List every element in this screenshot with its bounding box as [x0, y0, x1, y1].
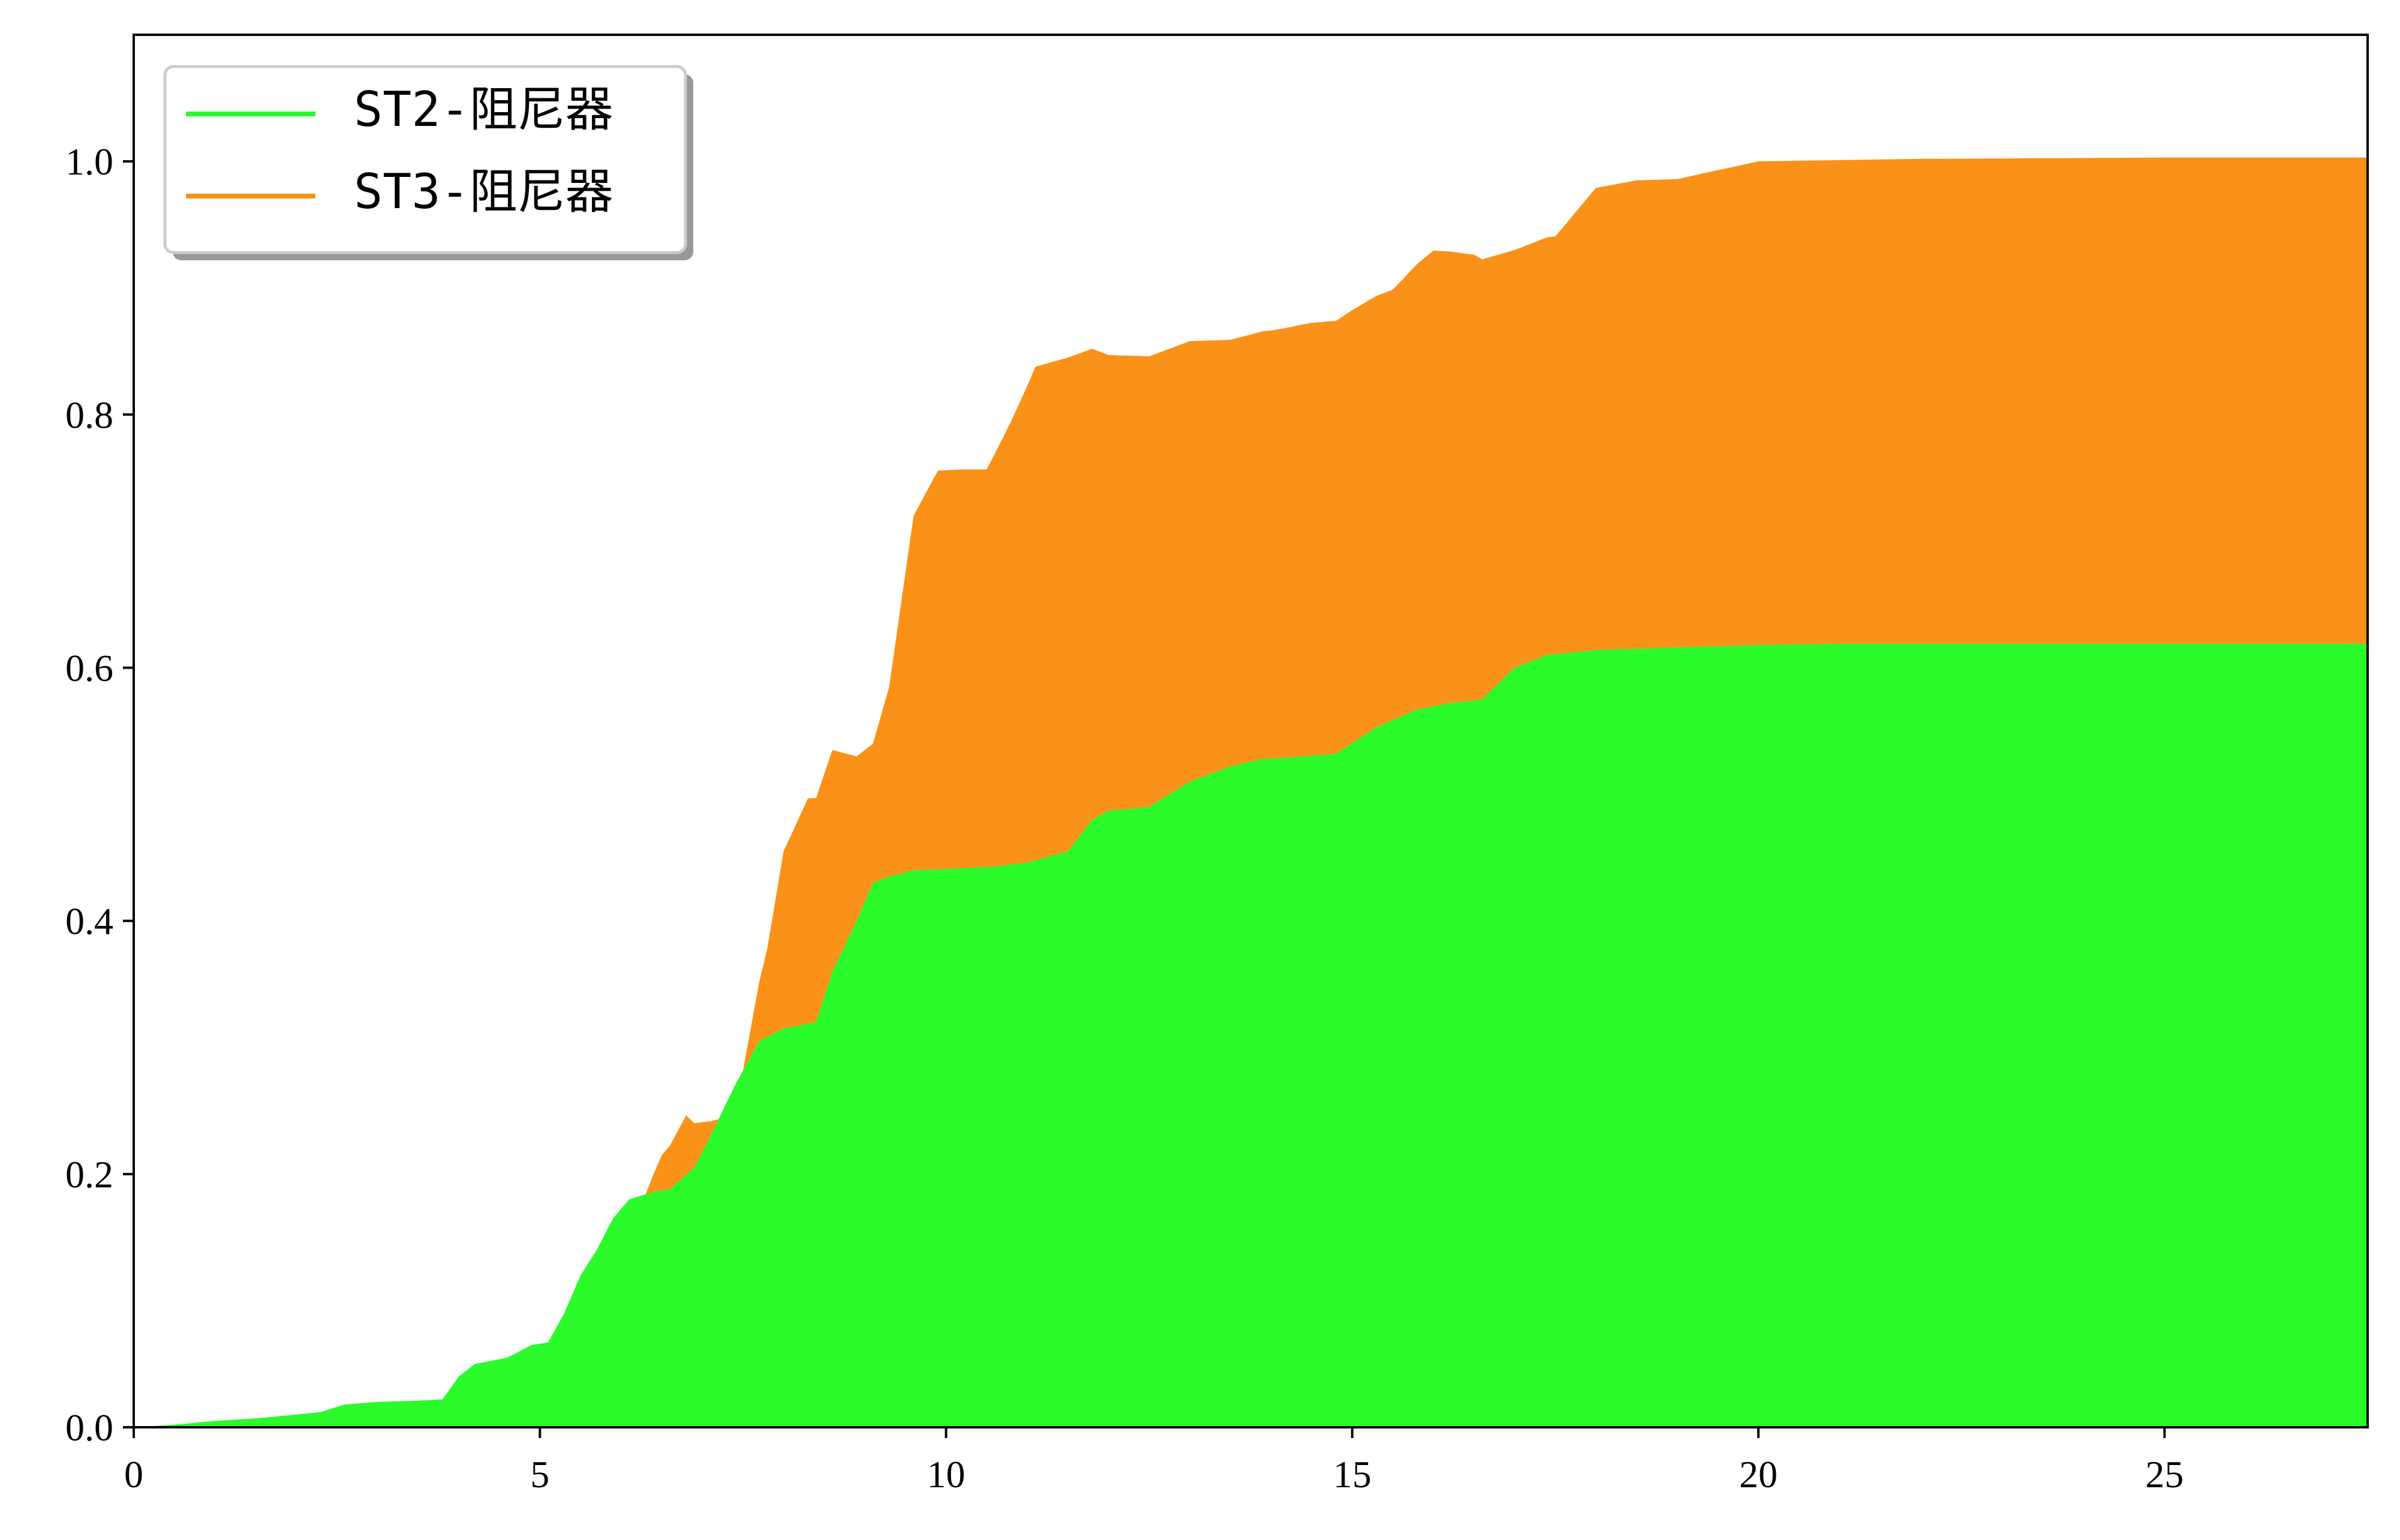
axes	[133, 34, 2369, 1428]
y-tick-label: 1.0	[65, 140, 113, 183]
y-tick-label: 0.8	[65, 393, 113, 436]
legend: ST2-阻尼器 ST3-阻尼器	[163, 65, 693, 260]
x-tick-label: 10	[927, 1453, 966, 1496]
series-areas	[134, 157, 2368, 1427]
x-tick-label: 0	[124, 1453, 143, 1496]
plot-frame	[133, 34, 2369, 1428]
y-tick-label: 0.0	[65, 1406, 113, 1449]
tick-marks: 0 5 10 15 20 25 0.0 0.2 0.4 0.6 0.8 1.0	[65, 140, 2184, 1496]
x-tick-label: 20	[1739, 1453, 1778, 1496]
x-tick-label: 25	[2145, 1453, 2184, 1496]
x-tick-label: 5	[530, 1453, 549, 1496]
area-series-st2	[134, 643, 2368, 1427]
x-tick-label: 15	[1333, 1453, 1372, 1496]
area-series-st3	[134, 157, 2368, 1427]
legend-label-st3: ST3-阻尼器	[354, 164, 613, 219]
y-tick-label: 0.2	[65, 1153, 113, 1196]
legend-label-st2: ST2-阻尼器	[354, 82, 613, 137]
y-tick-label: 0.4	[65, 900, 113, 943]
y-tick-label: 0.6	[65, 646, 113, 689]
